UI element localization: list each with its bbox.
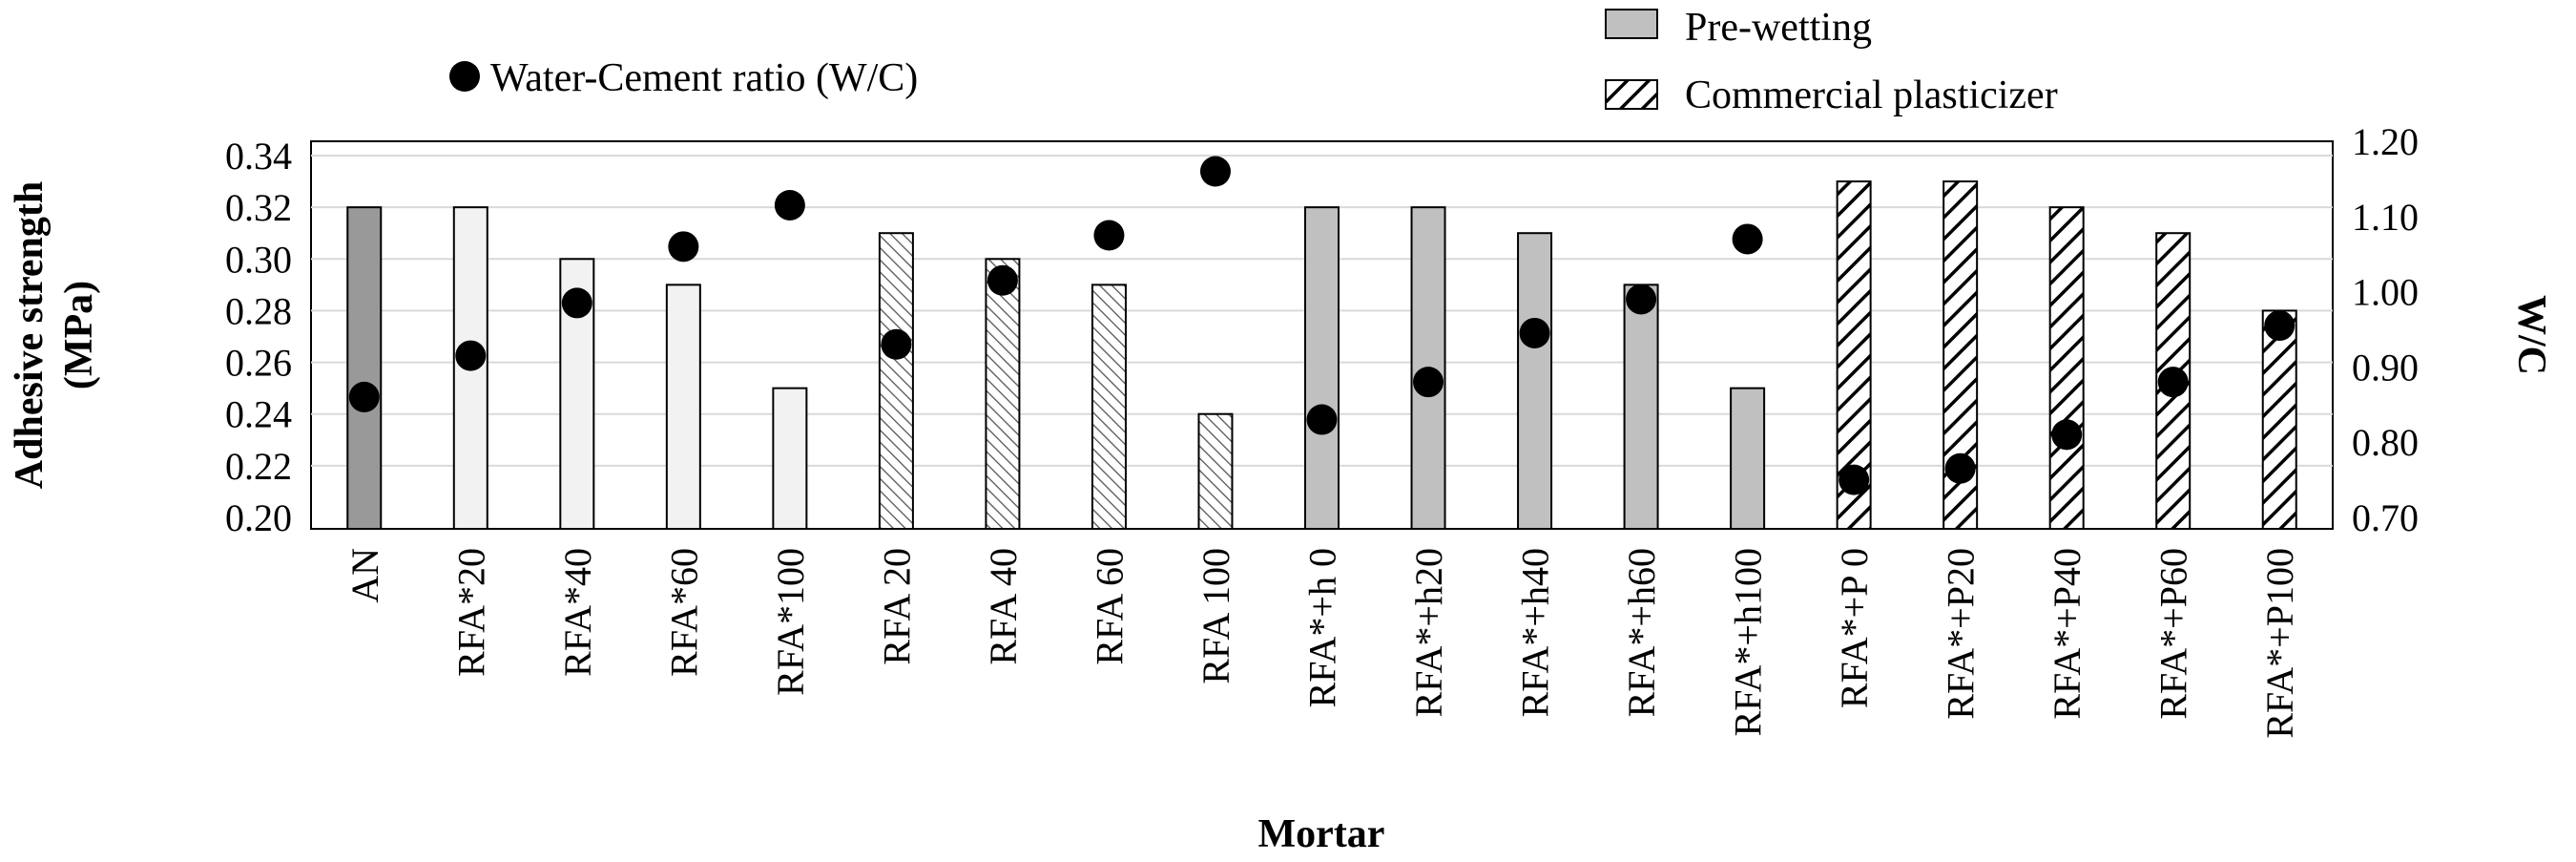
y2-tick-label: 0.80 [2352, 421, 2419, 464]
y2-tick-label: 0.70 [2352, 496, 2419, 539]
legend-prewet-label: Pre-wetting [1685, 6, 1872, 50]
wc-point [987, 264, 1018, 296]
x-tick-label: RFA*100 [769, 548, 812, 696]
y-axis-title-line2: (MPa) [57, 281, 101, 389]
bar-an [346, 206, 383, 530]
wc-point [668, 231, 699, 263]
bar-rfa-60 [665, 284, 701, 530]
legend-wc-label: Water-Cement ratio (W/C) [490, 56, 918, 100]
wc-point [2157, 367, 2189, 398]
y-axis-title-line1: Adhesive strength [8, 181, 52, 489]
bar-rfa-20 [878, 232, 914, 530]
wc-point [561, 287, 592, 319]
x-tick-label: RFA*+h 0 [1301, 548, 1344, 707]
x-tick-label: RFA 60 [1088, 548, 1131, 665]
wc-point [1732, 223, 1763, 255]
x-tick-label: RFA*20 [449, 548, 492, 677]
wc-point [881, 328, 912, 360]
legend: Water-Cement ratio (W/C) Pre-wetting Com… [449, 6, 2058, 117]
y2-axis-ticks: 0.70 0.80 0.90 1.00 1.10 1.20 [2352, 120, 2419, 539]
y2-tick-label: 1.10 [2352, 196, 2419, 239]
y-tick-label: 0.20 [225, 496, 292, 539]
y-axis-ticks: 0.20 0.22 0.24 0.26 0.28 0.30 0.32 0.34 [225, 135, 292, 539]
wc-point [1626, 284, 1657, 315]
bar-rfa-p40 [2048, 206, 2085, 530]
y-tick-label: 0.32 [225, 186, 292, 229]
x-tick-label: RFA*+h100 [1727, 548, 1770, 736]
x-axis-title: Mortar [1258, 812, 1385, 856]
x-tick-label: RFA*+P20 [1940, 548, 1983, 720]
x-tick-label: RFA*+h40 [1514, 548, 1557, 717]
y-tick-label: 0.28 [225, 289, 292, 332]
wc-point [1519, 317, 1550, 348]
wc-points [348, 156, 2296, 495]
x-tick-label: AN [343, 548, 386, 603]
bar-rfa-60 [1091, 284, 1127, 530]
bars [346, 180, 2297, 531]
legend-plasticizer-label: Commercial plasticizer [1685, 74, 2058, 117]
y-tick-label: 0.34 [225, 135, 292, 178]
legend-plasticizer-swatch [1605, 79, 1658, 110]
x-tick-label: RFA 100 [1195, 548, 1237, 684]
bar-rfa-100 [772, 387, 808, 530]
x-tick-label: RFA 20 [875, 548, 918, 665]
y-tick-label: 0.22 [225, 445, 292, 488]
y-tick-label: 0.30 [225, 238, 292, 281]
legend-prewet-swatch [1605, 9, 1658, 39]
y2-tick-label: 0.90 [2352, 346, 2419, 389]
bar-rfa-h40 [1517, 232, 1553, 530]
bar-rfa-h100 [1730, 387, 1766, 530]
bar-rfa-100 [1197, 412, 1234, 531]
wc-point [1199, 156, 1231, 187]
bar-rfa-40 [985, 258, 1021, 530]
wc-point [1839, 464, 1870, 495]
wc-point [455, 340, 487, 371]
wc-point [2051, 419, 2083, 451]
x-axis-ticks: AN RFA*20 RFA*40 RFA*60 RFA*100 RFA 20 RFA 40 R… [343, 548, 2301, 739]
wc-point [2264, 310, 2296, 342]
wc-point [1093, 220, 1125, 251]
grid-lines [311, 155, 2333, 467]
wc-point [1306, 404, 1338, 435]
x-tick-label: RFA*+P40 [2046, 548, 2088, 720]
x-tick-label: RFA*+h60 [1620, 548, 1663, 717]
x-tick-label: RFA*+h20 [1407, 548, 1450, 717]
wc-point [1944, 452, 1976, 484]
wc-point [1413, 367, 1444, 398]
bar-rfa-p100 [2261, 309, 2297, 530]
y2-tick-label: 1.00 [2352, 271, 2419, 314]
legend-wc-marker [449, 61, 480, 92]
x-tick-label: RFA*60 [662, 548, 705, 677]
wc-point [348, 381, 380, 412]
y-tick-label: 0.26 [225, 342, 292, 385]
x-tick-label: RFA*+P60 [2152, 548, 2195, 720]
x-tick-label: RFA*40 [556, 548, 599, 677]
bar-rfa-h-0 [1304, 206, 1340, 530]
y-tick-label: 0.24 [225, 393, 292, 436]
y2-axis-title: W/C [2509, 295, 2553, 375]
x-tick-label: RFA 40 [982, 548, 1025, 665]
wc-point [774, 189, 805, 221]
bar-rfa-h20 [1410, 206, 1446, 530]
y2-tick-label: 1.20 [2352, 120, 2419, 163]
x-tick-label: RFA*+P 0 [1833, 548, 1876, 708]
bar-rfa-h60 [1623, 284, 1659, 530]
x-tick-label: RFA*+P100 [2258, 548, 2301, 739]
